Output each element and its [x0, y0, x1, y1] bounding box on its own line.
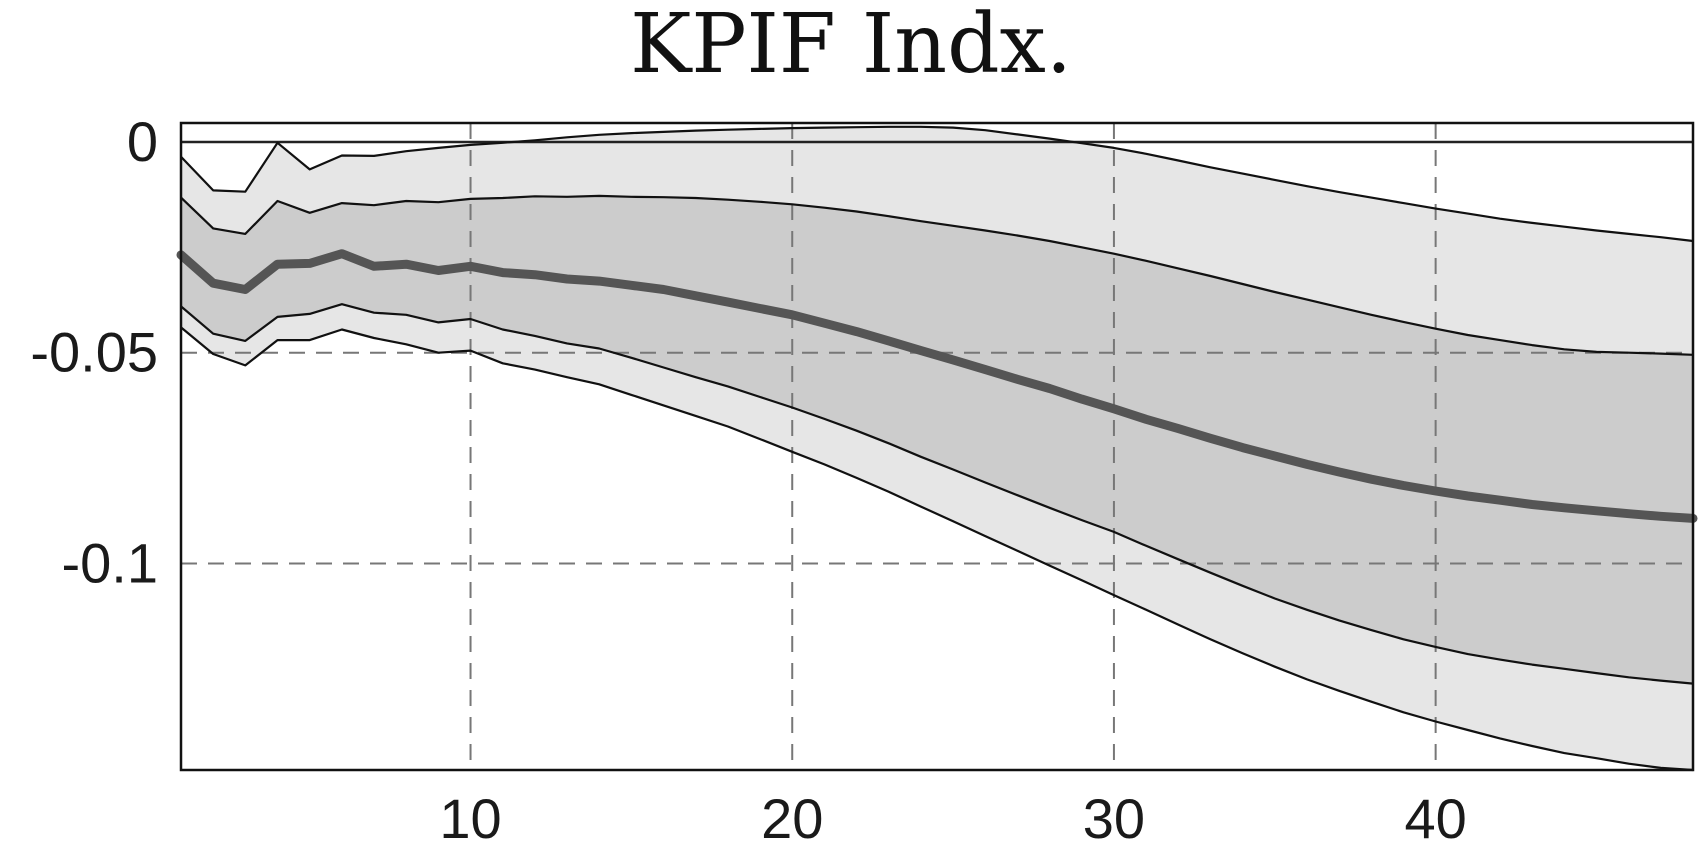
band-edge-inner-lower: [180, 303, 1694, 685]
y-tick-label: -0.05: [30, 321, 158, 384]
chart-title: KPIF Indx.: [630, 0, 1072, 92]
confidence-bands: [181, 126, 1693, 771]
band-edge-lines: [180, 125, 1694, 772]
x-tick-label: 10: [439, 787, 501, 850]
y-tick-label: 0: [127, 110, 158, 173]
plot-frame: [179, 121, 1695, 772]
axes: [179, 121, 1695, 772]
tick-labels: 10 20 30 40 0 -0.05 -0.1: [30, 110, 1466, 850]
band-edge-outer-lower: [180, 326, 1694, 772]
band-edge-inner-upper: [180, 194, 1694, 356]
x-tick-label: 40: [1404, 787, 1466, 850]
x-tick-label: 30: [1083, 787, 1145, 850]
band-edge-outer-upper: [180, 125, 1694, 243]
x-tick-label: 20: [761, 787, 823, 850]
median-line-layer: [176, 249, 1698, 523]
inner-confidence-band: [181, 195, 1693, 684]
y-tick-label: -0.1: [62, 531, 159, 594]
median-line: [176, 249, 1698, 523]
